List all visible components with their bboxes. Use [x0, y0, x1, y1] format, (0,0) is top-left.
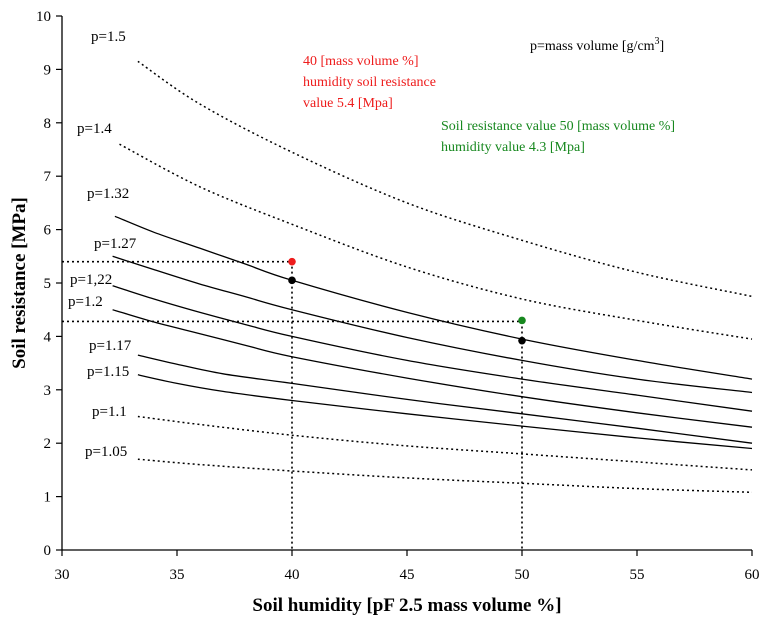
x-tick-label: 60: [745, 567, 760, 583]
annotation-red-line-2: humidity soil resistance: [303, 75, 436, 90]
curve-label-p-1-4: p=1.4: [77, 121, 112, 137]
y-tick-label: 3: [44, 383, 52, 399]
y-tick-label: 5: [44, 276, 52, 292]
mass-volume-note-sup: 3: [655, 36, 660, 47]
curve-label-p-1-2: p=1.2: [68, 294, 103, 310]
curves: [112, 60, 753, 494]
x-tick-label: 55: [630, 567, 645, 583]
points: [288, 257, 526, 345]
annotation-green: Soil resistance value 50 [mass volume %]…: [441, 119, 675, 155]
x-ticks: 30 35 40 45 50 55 60: [55, 550, 760, 583]
x-tick-label: 45: [400, 567, 415, 583]
x-tick-label: 30: [55, 567, 70, 583]
curve-p-1-5: [137, 60, 753, 298]
curve-p-1-4: [119, 143, 753, 340]
x-tick-label: 35: [170, 567, 185, 583]
y-tick-label: 1: [44, 490, 52, 506]
annotation-red-line-1: 40 [mass volume %]: [303, 54, 418, 69]
data-point-2: [518, 316, 526, 325]
curve-p-1-32: [114, 215, 753, 380]
reference-lines: [62, 260, 523, 550]
curve-p-1-1: [137, 415, 753, 471]
curve-label-p-1-15: p=1.15: [87, 364, 129, 380]
y-tick-label: 0: [44, 543, 52, 559]
annotation-red-line-3: value 5.4 [Mpa]: [303, 96, 393, 111]
y-tick-label: 9: [44, 62, 52, 78]
y-tick-label: 4: [44, 329, 52, 345]
curve-label-p-1-22: p=1,22: [70, 272, 112, 288]
x-tick-label: 40: [285, 567, 300, 583]
curve-label-p-1-32: p=1.32: [87, 186, 129, 202]
x-tick-label: 50: [515, 567, 530, 583]
y-tick-label: 10: [36, 9, 51, 25]
mass-volume-note-text: p=mass volume [g/cm: [530, 39, 655, 54]
curve-p-1-15: [137, 374, 753, 450]
data-point-0: [288, 257, 296, 266]
mass-volume-note: p=mass volume [g/cm3]: [530, 36, 664, 54]
curve-label-p-1-1: p=1.1: [92, 404, 127, 420]
curve-p-1-2: [112, 309, 753, 428]
y-tick-label: 7: [44, 169, 52, 185]
curve-p-1-22: [112, 285, 753, 412]
curve-p-1-27: [112, 255, 753, 394]
curve-label-p-1-05: p=1.05: [85, 444, 127, 460]
annotation-green-line-2: humidity value 4.3 [Mpa]: [441, 140, 585, 155]
y-ticks: 0 1 2 3 4 5 6 7 8 9 10: [36, 9, 62, 559]
curve-label-p-1-17: p=1.17: [89, 338, 132, 354]
curve-p-1-05: [137, 458, 753, 494]
y-tick-label: 8: [44, 116, 52, 132]
plot-area: [61, 16, 752, 551]
annotation-red: 40 [mass volume %] humidity soil resista…: [303, 54, 436, 111]
curve-labels: p=1.5 p=1.4 p=1.32 p=1.27 p=1,22 p=1.2 p=1.17 p…: [68, 29, 137, 460]
curve-p-1-17: [137, 354, 753, 444]
mass-volume-note-close: ]: [660, 39, 665, 54]
x-axis-title: Soil humidity [pF 2.5 mass volume %]: [252, 595, 561, 616]
curve-label-p-1-5: p=1.5: [91, 29, 126, 45]
y-tick-label: 2: [44, 436, 52, 452]
data-point-3: [518, 336, 526, 345]
y-axis-title: Soil resistance [MPa]: [9, 197, 30, 369]
data-point-1: [288, 276, 296, 285]
curve-label-p-1-27: p=1.27: [94, 236, 137, 252]
annotation-green-line-1: Soil resistance value 50 [mass volume %]: [441, 119, 675, 134]
y-tick-label: 6: [44, 223, 52, 239]
